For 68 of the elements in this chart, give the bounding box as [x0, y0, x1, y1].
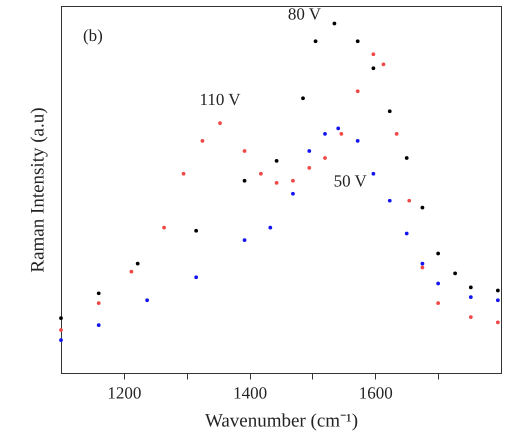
point — [307, 149, 312, 153]
point — [200, 139, 204, 143]
point — [291, 192, 295, 196]
point — [314, 39, 318, 44]
x-tick-label: 1200 — [107, 384, 142, 402]
series-label: 110 V — [199, 90, 242, 110]
point — [145, 298, 149, 302]
point — [259, 172, 263, 176]
series-label: 50 V — [334, 171, 368, 190]
point — [242, 178, 246, 183]
point — [496, 288, 500, 292]
point — [468, 315, 473, 319]
point — [372, 66, 376, 70]
point — [162, 226, 166, 230]
point — [388, 109, 392, 114]
point — [468, 286, 473, 290]
point — [268, 226, 272, 230]
point — [291, 178, 295, 183]
point — [404, 232, 409, 236]
point — [356, 39, 360, 44]
annotation: (b) — [83, 26, 103, 45]
point — [496, 298, 500, 302]
point — [96, 301, 101, 305]
point — [496, 320, 500, 324]
x-tick-label: 1400 — [233, 384, 268, 402]
point — [436, 282, 440, 286]
point — [420, 266, 424, 270]
x-tick-label: 1600 — [358, 384, 393, 402]
point — [356, 139, 360, 143]
point — [436, 252, 440, 256]
point — [394, 132, 399, 136]
point — [436, 301, 440, 305]
point — [339, 132, 344, 136]
point — [59, 338, 63, 342]
x-axis-title: Wavenumber (cm⁻¹) — [204, 410, 358, 432]
point — [323, 156, 327, 160]
point — [468, 295, 473, 300]
point — [242, 238, 246, 242]
point — [301, 96, 305, 100]
point — [242, 149, 246, 153]
point — [136, 262, 140, 266]
point — [130, 270, 134, 274]
point — [453, 272, 457, 276]
point — [194, 275, 198, 280]
point — [96, 323, 101, 327]
point — [274, 180, 278, 185]
point — [382, 62, 386, 66]
series-label: 80 V — [288, 4, 322, 24]
point — [407, 198, 412, 203]
point — [96, 291, 101, 296]
point — [388, 198, 392, 203]
y-axis-title: Raman Intensity (a.u) — [28, 107, 48, 273]
point — [218, 121, 222, 125]
point — [332, 22, 336, 26]
point — [356, 89, 360, 94]
point — [372, 52, 376, 56]
point — [307, 166, 312, 170]
point — [59, 316, 63, 320]
point — [336, 126, 340, 130]
point — [420, 206, 424, 210]
point — [323, 132, 327, 136]
point — [59, 328, 63, 332]
point — [372, 172, 376, 176]
point — [194, 228, 198, 233]
point — [274, 158, 278, 163]
point — [420, 262, 424, 266]
point — [404, 156, 409, 160]
point — [182, 172, 186, 176]
